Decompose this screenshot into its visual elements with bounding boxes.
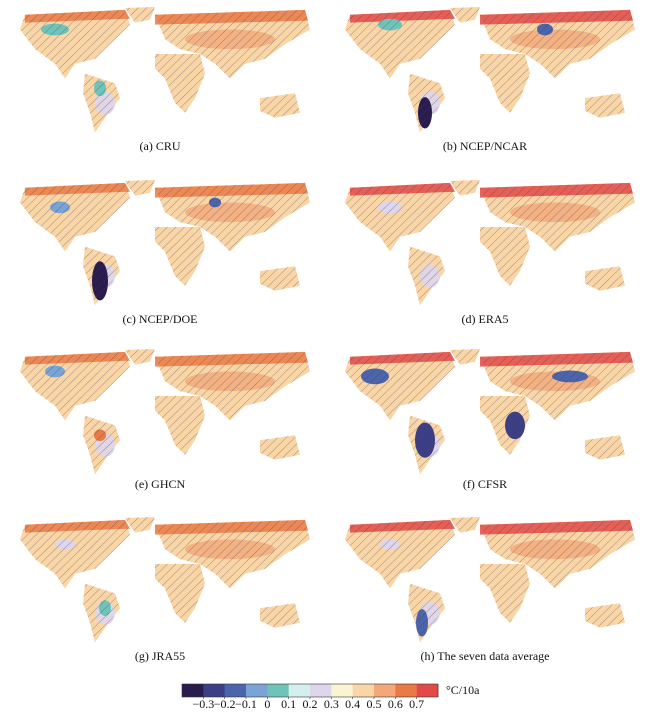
colorbar-swatch — [416, 684, 439, 697]
panel-label: (c) NCEP/DOE — [123, 312, 198, 326]
panel-label: (d) ERA5 — [462, 312, 509, 326]
colorbar-tick-label: −0.3 — [192, 697, 214, 711]
hatching — [125, 516, 155, 533]
hatching — [155, 227, 205, 286]
colorbar-unit: °C/10a — [446, 683, 480, 697]
hatching — [345, 9, 455, 79]
hatching — [408, 583, 445, 643]
hatching — [20, 351, 130, 421]
hatching — [585, 603, 625, 628]
hatching — [155, 396, 205, 455]
colorbar-swatch — [331, 684, 353, 697]
colorbar-swatch — [203, 684, 225, 697]
panel-label: (h) The seven data average — [420, 649, 549, 663]
colorbar-tick-label: 0 — [264, 697, 270, 711]
hatching — [260, 435, 300, 460]
hatching — [125, 6, 155, 23]
colorbar-swatch — [182, 684, 204, 697]
hatching — [155, 54, 205, 113]
hatching — [125, 179, 155, 196]
colorbar-tick-label: −0.2 — [214, 697, 236, 711]
hatching — [480, 396, 530, 455]
hatching — [480, 564, 530, 623]
panel-label: (b) NCEP/NCAR — [443, 139, 527, 153]
colorbar-tick-label: −0.1 — [235, 697, 257, 711]
colorbar-tick-label: 0.4 — [345, 697, 360, 711]
colorbar-tick-label: 0.2 — [303, 697, 318, 711]
hatching — [83, 246, 120, 306]
hatching — [450, 348, 480, 365]
colorbar-swatch — [288, 684, 311, 697]
hatching — [408, 73, 445, 133]
map-panel — [20, 348, 310, 475]
hatching — [585, 435, 625, 460]
map-panel — [345, 516, 635, 643]
colorbar-swatch — [246, 684, 268, 697]
colorbar-tick-label: 0.6 — [388, 697, 403, 711]
colorbar-tick-label: 0.5 — [367, 697, 382, 711]
hatching — [585, 93, 625, 118]
hatching — [83, 583, 120, 643]
hatching — [450, 179, 480, 196]
panel-label: (a) CRU — [140, 139, 181, 153]
hatching — [480, 227, 530, 286]
colorbar-swatch — [267, 684, 289, 697]
colorbar-tick-label: 0.3 — [324, 697, 339, 711]
map-panel — [20, 179, 310, 306]
map-panel — [20, 6, 310, 133]
map-panel — [345, 179, 635, 306]
hatching — [260, 93, 300, 118]
hatching — [480, 9, 635, 79]
hatching — [345, 182, 455, 252]
hatching — [408, 415, 445, 475]
hatching — [83, 73, 120, 133]
colorbar-swatch — [310, 684, 332, 697]
map-panel — [345, 6, 635, 133]
colorbar-tick-label: 0.1 — [281, 697, 296, 711]
hatching — [585, 266, 625, 291]
panel-label: (g) JRA55 — [135, 649, 185, 663]
hatching — [260, 266, 300, 291]
hatching — [20, 519, 130, 589]
hatching — [155, 9, 310, 79]
hatching — [345, 519, 455, 589]
colorbar-tick-label: 0.7 — [409, 697, 424, 711]
hatching — [155, 564, 205, 623]
hatching — [345, 351, 455, 421]
hatching — [480, 351, 635, 421]
hatching — [480, 54, 530, 113]
hatching — [480, 182, 635, 252]
colorbar-swatch — [395, 684, 417, 697]
hatching — [155, 351, 310, 421]
hatching — [450, 516, 480, 533]
panel-label: (e) GHCN — [135, 477, 186, 491]
colorbar-swatch — [374, 684, 396, 697]
colorbar-swatch — [352, 684, 375, 697]
hatching — [260, 603, 300, 628]
hatching — [155, 519, 310, 589]
hatching — [83, 415, 120, 475]
hatching — [450, 6, 480, 23]
hatching — [480, 519, 635, 589]
colorbar-swatch — [224, 684, 247, 697]
map-panel — [20, 516, 310, 643]
map-panel — [345, 348, 635, 475]
panel-label: (f) CFSR — [463, 477, 507, 491]
hatching — [125, 348, 155, 365]
hatching — [20, 9, 130, 79]
hatching — [155, 182, 310, 252]
hatching — [20, 182, 130, 252]
hatching — [408, 246, 445, 306]
